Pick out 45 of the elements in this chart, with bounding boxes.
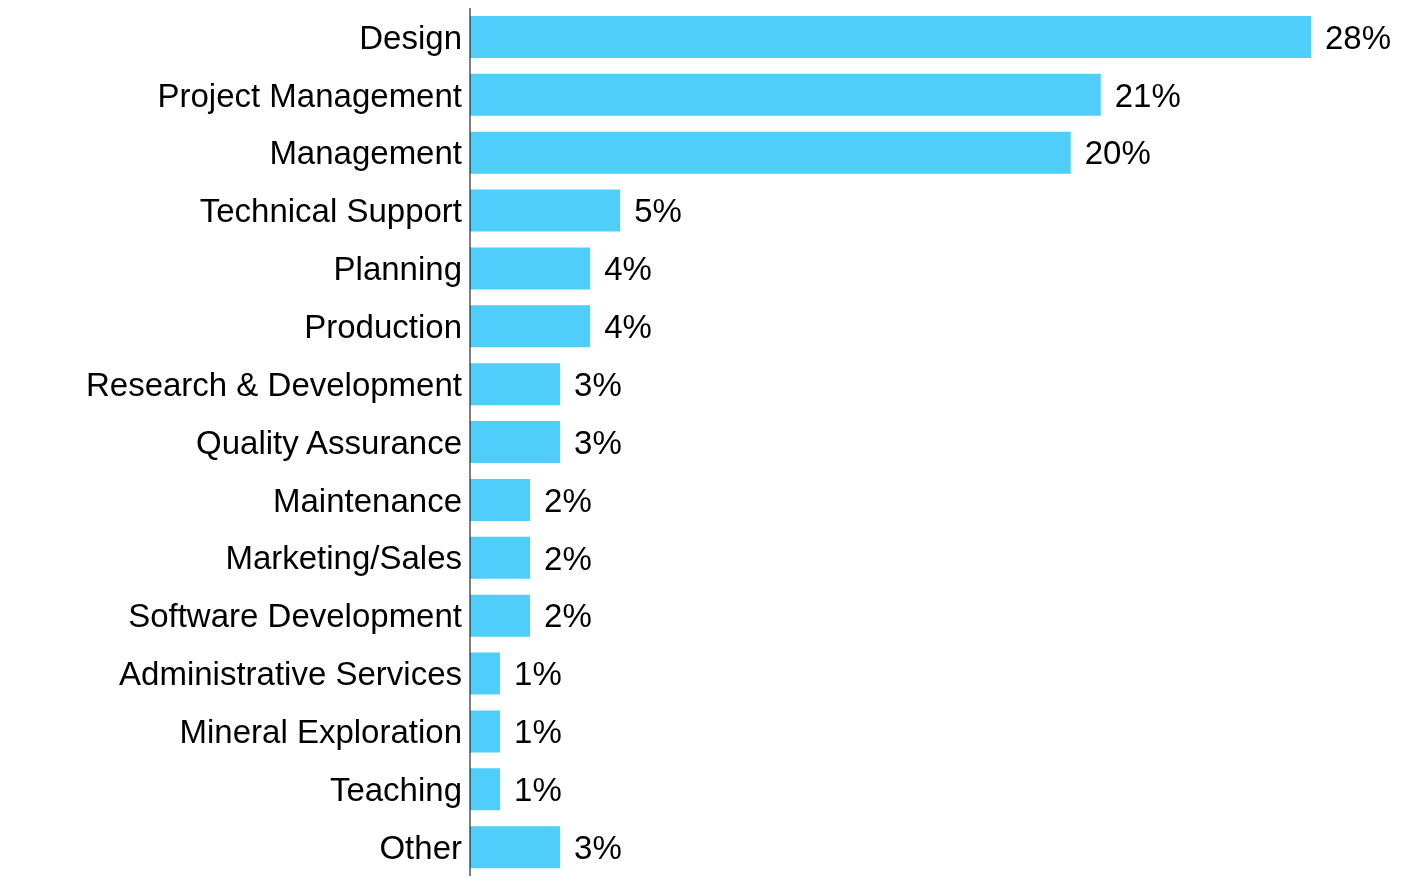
- data-label: 4%: [604, 250, 652, 288]
- bar: [470, 478, 531, 521]
- y-tick-label: Maintenance: [273, 481, 462, 519]
- data-label: 3%: [574, 365, 622, 403]
- y-tick-label: Project Management: [157, 76, 462, 114]
- y-tick-label: Quality Assurance: [196, 423, 462, 461]
- bar: [470, 710, 501, 753]
- y-tick-label: Planning: [333, 250, 462, 288]
- data-label: 3%: [574, 828, 622, 866]
- data-label: 21%: [1114, 76, 1181, 114]
- bar: [470, 247, 591, 290]
- data-label: 20%: [1084, 134, 1151, 172]
- bar: [470, 536, 531, 579]
- data-label: 4%: [604, 308, 652, 346]
- data-label: 5%: [634, 192, 682, 230]
- bar: [470, 73, 1101, 116]
- y-tick-label: Design: [359, 18, 462, 56]
- y-tick-label: Production: [304, 307, 462, 345]
- y-tick-label: Other: [379, 828, 462, 866]
- data-label: 2%: [544, 539, 592, 577]
- data-label: 1%: [514, 655, 562, 693]
- bar: [470, 652, 501, 695]
- bar: [470, 16, 1311, 58]
- bar: [470, 363, 561, 406]
- data-label: 1%: [514, 713, 562, 751]
- bar: [470, 826, 561, 869]
- bar: [470, 131, 1071, 174]
- y-tick-label: Research & Development: [85, 365, 462, 403]
- data-label: 2%: [544, 481, 592, 519]
- bar: [470, 768, 501, 811]
- data-label: 1%: [514, 770, 562, 808]
- y-tick-label: Teaching: [329, 770, 462, 808]
- bar: [470, 189, 621, 232]
- bar: [470, 594, 531, 637]
- data-label: 28%: [1325, 18, 1392, 56]
- data-label: 3%: [574, 423, 622, 461]
- y-tick-label: Mineral Exploration: [179, 713, 462, 751]
- y-tick-label: Marketing/Sales: [225, 539, 462, 577]
- y-tick-label: Technical Support: [199, 192, 462, 230]
- y-tick-label: Management: [269, 134, 462, 172]
- bar: [470, 305, 591, 348]
- y-tick-label: Administrative Services: [119, 655, 462, 693]
- bar: [470, 421, 561, 464]
- y-tick-label: Software Development: [128, 597, 462, 635]
- data-label: 2%: [544, 597, 592, 635]
